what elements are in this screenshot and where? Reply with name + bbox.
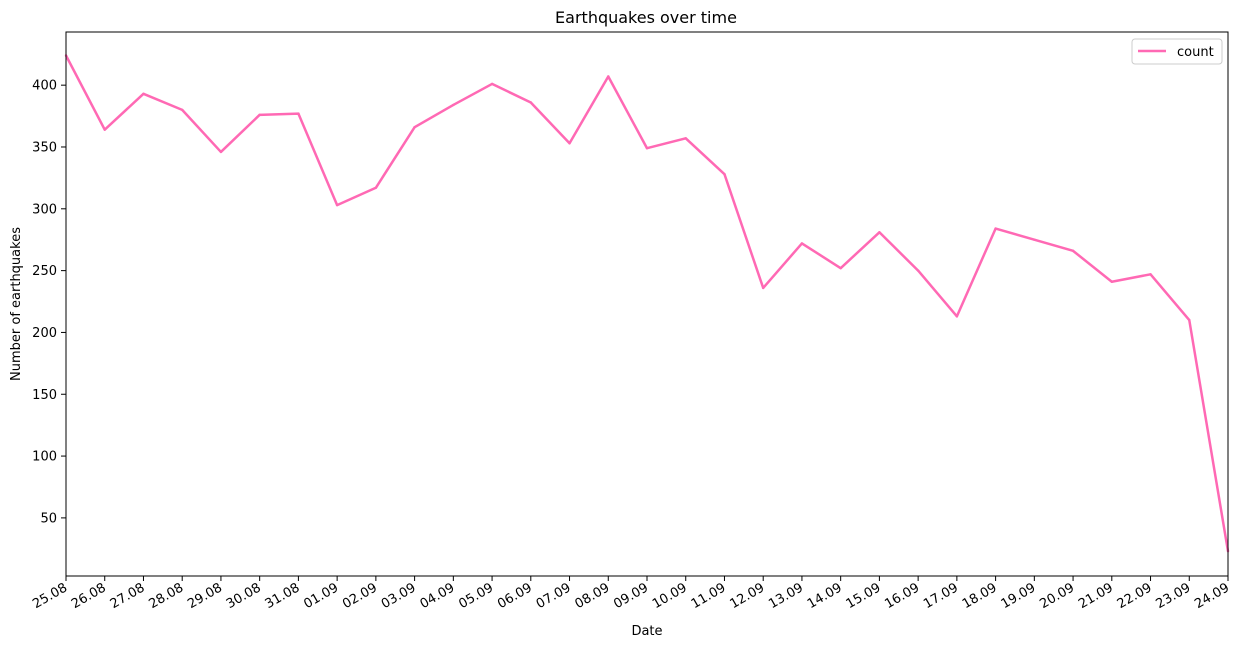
data-point (684, 137, 687, 140)
x-tick-label: 11.09 (689, 580, 729, 612)
y-tick-label: 200 (32, 326, 57, 341)
data-point (335, 203, 339, 207)
x-tick-label: 23.09 (1154, 580, 1194, 612)
data-point (800, 242, 804, 245)
x-tick-label: 27.08 (108, 580, 148, 612)
x-tick-label: 02.09 (340, 580, 380, 612)
x-tick-label: 20.09 (1037, 580, 1077, 612)
x-tick-label: 17.09 (921, 580, 961, 612)
y-tick-label: 150 (32, 388, 57, 403)
x-tick-label: 03.09 (379, 580, 419, 612)
x-tick-label: 10.09 (650, 580, 690, 612)
data-point (452, 103, 455, 107)
x-tick-label: 08.09 (573, 580, 613, 612)
x-tick-label: 29.08 (185, 580, 225, 612)
data-point (1110, 280, 1114, 283)
data-point (878, 231, 881, 234)
x-tick-label: 14.09 (805, 580, 845, 612)
data-point (490, 82, 494, 86)
plot-area (64, 54, 1230, 553)
x-tick-label: 15.09 (844, 580, 884, 612)
x-axis: 25.08 26.08 27.08 28.08 29.08 30.08 31.08 01.09… (30, 576, 1232, 612)
legend-box (1131, 38, 1223, 65)
x-tick-label: 28.08 (146, 580, 186, 612)
x-tick-label: 01.09 (301, 580, 341, 612)
x-tick-label: 16.09 (882, 580, 922, 612)
x-tick-label: 22.09 (1115, 580, 1155, 612)
chart-title: Earthquakes over time (555, 8, 737, 27)
x-tick-label: 30.08 (224, 580, 264, 612)
x-axis-title: Date (631, 624, 662, 639)
data-point (142, 92, 145, 96)
data-point (374, 186, 378, 189)
y-tick-label: 100 (32, 450, 57, 465)
data-point (219, 150, 223, 154)
series-line-count (64, 54, 1230, 552)
x-tick-label: 19.09 (999, 580, 1039, 612)
x-tick-label: 06.09 (495, 580, 535, 612)
y-axis: 50 100 150 200 250 300 350 400 (32, 79, 66, 526)
data-point (413, 126, 416, 129)
data-point (955, 315, 959, 318)
data-point (994, 227, 997, 230)
data-point (568, 142, 571, 145)
x-tick-label: 26.08 (69, 580, 109, 612)
y-tick-label: 250 (32, 264, 57, 279)
x-tick-label: 21.09 (1076, 580, 1116, 612)
data-point (645, 147, 649, 150)
x-tick-label: 12.09 (727, 580, 767, 612)
plot-frame (65, 31, 1229, 577)
data-point (1149, 273, 1152, 276)
data-point (181, 108, 184, 112)
x-tick-label: 31.08 (263, 580, 303, 612)
data-point (723, 172, 726, 176)
y-tick-label: 350 (32, 140, 57, 155)
x-tick-label: 13.09 (766, 580, 806, 612)
x-tick-label: 18.09 (960, 580, 1000, 612)
y-tick-label: 300 (32, 202, 57, 217)
data-point (1188, 318, 1191, 322)
data-point (839, 266, 842, 270)
x-tick-label: 24.09 (1192, 580, 1232, 612)
data-point (1033, 238, 1036, 241)
data-point (916, 269, 920, 272)
legend: count (1131, 38, 1223, 65)
data-point (258, 113, 261, 117)
data-point (103, 128, 106, 131)
data-point (529, 101, 532, 104)
data-point (762, 286, 765, 290)
y-tick-label: 400 (32, 79, 57, 94)
x-tick-label: 04.09 (418, 580, 458, 612)
legend-label: count (1177, 45, 1214, 60)
y-axis-title: Number of earthquakes (9, 227, 24, 381)
x-tick-label: 25.08 (30, 580, 70, 612)
x-tick-label: 09.09 (611, 580, 651, 612)
y-tick-label: 50 (40, 511, 57, 526)
data-point (607, 75, 610, 78)
data-point (1071, 249, 1075, 253)
x-tick-label: 07.09 (534, 580, 574, 612)
x-tick-label: 05.09 (456, 580, 496, 612)
data-point (297, 112, 300, 115)
